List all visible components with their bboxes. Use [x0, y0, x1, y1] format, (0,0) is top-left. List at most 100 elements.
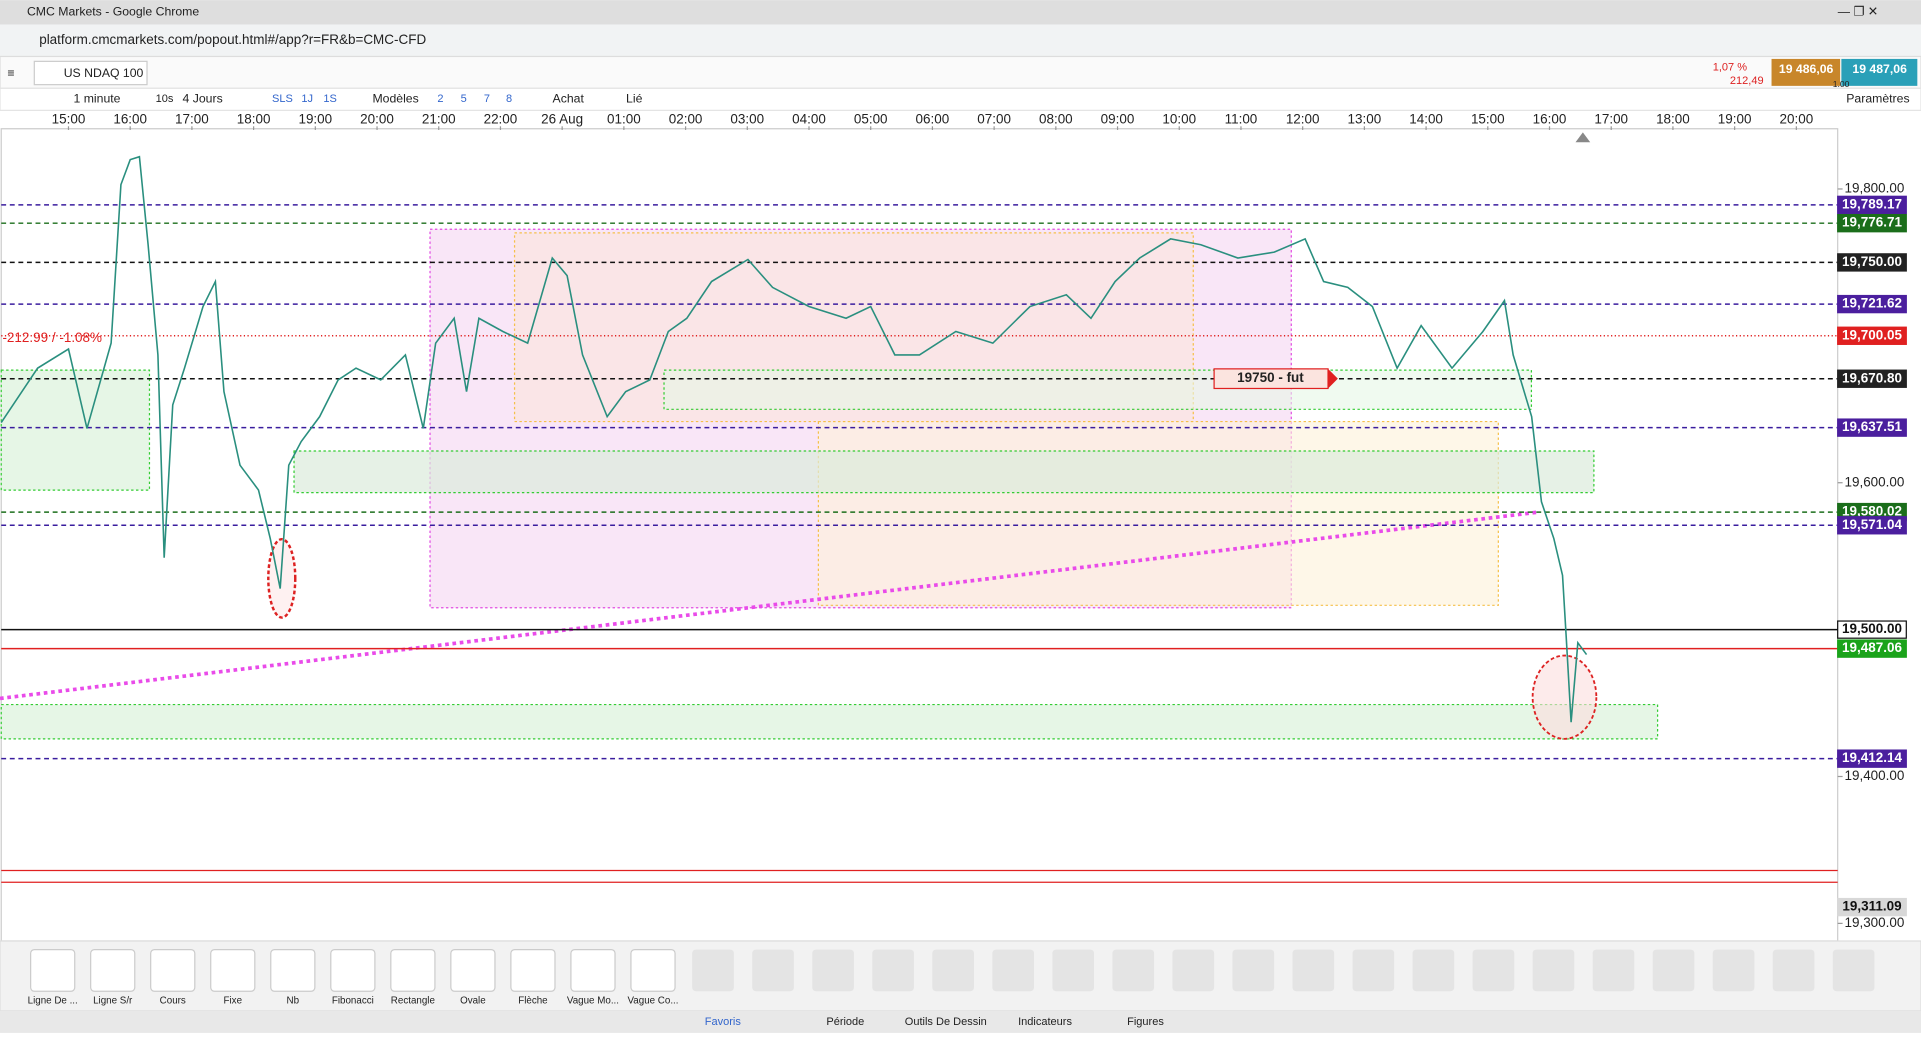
level-label: 19,750.00 [1842, 254, 1902, 269]
change: 212,49 [1730, 75, 1764, 87]
zone-green [0, 369, 151, 491]
empty-slot[interactable] [1172, 949, 1215, 992]
buy-button[interactable] [1841, 58, 1918, 86]
buy-price: 19 487,06 [1852, 62, 1907, 76]
empty-slot[interactable] [1832, 949, 1875, 992]
empty-slot[interactable] [1772, 949, 1815, 992]
models[interactable]: Modèles [372, 92, 418, 106]
overlay: -212.99 / -1.08% 19750 - fut 19,789.1719… [2, 132, 1907, 917]
y-tick-label: 19,300.00 [1844, 915, 1904, 930]
x-tick-label: 08:00 [1039, 112, 1073, 127]
x-tick-label: 26 Aug [541, 112, 583, 127]
x-tick-label: 02:00 [669, 112, 703, 127]
tool-label: Ovale [460, 996, 486, 1007]
empty-slot[interactable] [1412, 949, 1455, 992]
tool-button[interactable] [630, 948, 676, 992]
zone-green [663, 369, 1533, 410]
level-label: 19,700.05 [1842, 327, 1902, 342]
tool-button[interactable] [450, 948, 496, 992]
empty-slot[interactable] [1232, 949, 1275, 992]
interval-10s[interactable]: 10s [156, 93, 174, 105]
x-tick-label: 09:00 [1101, 112, 1135, 127]
tool-label: Ligne De ... [28, 996, 78, 1007]
buy-mode[interactable]: Achat [553, 92, 585, 106]
empty-slot[interactable] [1112, 949, 1155, 992]
empty-slot[interactable] [1292, 949, 1335, 992]
tab-bar [0, 1010, 1921, 1033]
empty-slot[interactable] [1592, 949, 1635, 992]
level-label: 19,580.02 [1842, 504, 1902, 519]
x-tick-label: 20:00 [360, 112, 394, 127]
tool-button[interactable] [30, 948, 76, 992]
x-tick-label: 07:00 [977, 112, 1011, 127]
empty-slot[interactable] [1712, 949, 1755, 992]
empty-slot[interactable] [1052, 949, 1095, 992]
tab[interactable]: Favoris [705, 1016, 742, 1028]
price-line [0, 155, 1588, 723]
tool-button[interactable] [330, 948, 376, 992]
level-box [1837, 516, 1907, 535]
url[interactable]: platform.cmcmarkets.com/popout.html#/app… [39, 32, 426, 47]
tab[interactable]: Outils De Dessin [905, 1016, 987, 1028]
empty-slot[interactable] [1472, 949, 1515, 992]
empty-slot[interactable] [872, 949, 914, 992]
n2[interactable]: 2 [437, 93, 443, 105]
scroll-marker[interactable] [1575, 132, 1591, 143]
tool-button[interactable] [270, 948, 316, 992]
instrument-tab[interactable] [33, 60, 148, 86]
tool-label: Rectangle [391, 996, 436, 1007]
instrument-bar [0, 55, 1921, 89]
x-tick-label: 12:00 [1286, 112, 1320, 127]
empty-slot[interactable] [752, 949, 794, 992]
x-tick-label: 13:00 [1348, 112, 1382, 127]
empty-slot[interactable] [692, 949, 734, 992]
change-pct: 1,07 % [1713, 61, 1748, 73]
tool-button[interactable] [570, 948, 616, 992]
range[interactable]: 4 Jours [183, 92, 223, 106]
x-tick-label: 20:00 [1779, 112, 1813, 127]
window-controls[interactable]: — ❐ ✕ [1838, 5, 1878, 19]
empty-slot[interactable] [812, 949, 854, 992]
note-arrow [1328, 368, 1338, 389]
empty-slot[interactable] [932, 949, 974, 992]
tool-button[interactable] [90, 948, 136, 992]
n7[interactable]: 7 [484, 93, 490, 105]
x-tick-label: 04:00 [792, 112, 826, 127]
level-box [1837, 418, 1907, 437]
tool-button[interactable] [150, 948, 196, 992]
x-tick-label: 19:00 [1718, 112, 1752, 127]
tool-label: Fibonacci [332, 996, 374, 1007]
level-box [1837, 294, 1907, 314]
tool-button[interactable] [510, 948, 556, 992]
empty-slot[interactable] [1532, 949, 1575, 992]
x-tick-label: 15:00 [52, 112, 86, 127]
tab[interactable]: Période [826, 1016, 864, 1028]
day[interactable]: 1J [301, 93, 313, 105]
n8[interactable]: 8 [506, 93, 512, 105]
tool-button[interactable] [390, 948, 436, 992]
level-label: 19,500.00 [1842, 621, 1902, 636]
tool-button[interactable] [210, 948, 256, 992]
tab[interactable]: Figures [1127, 1016, 1164, 1028]
n5[interactable]: 5 [461, 93, 467, 105]
settings[interactable]: Paramètres [1846, 92, 1909, 106]
level-label: 19,487.06 [1842, 640, 1902, 655]
empty-slot[interactable] [1352, 949, 1395, 992]
week[interactable]: 1S [323, 93, 336, 105]
tab[interactable]: Indicateurs [1018, 1016, 1072, 1028]
x-tick-label: 03:00 [730, 112, 764, 127]
linked[interactable]: Lié [626, 92, 643, 106]
empty-slot[interactable] [1652, 949, 1695, 992]
x-tick-label: 15:00 [1471, 112, 1505, 127]
x-tick-label: 17:00 [175, 112, 209, 127]
sls[interactable]: SLS [272, 93, 293, 105]
empty-slot[interactable] [992, 949, 1035, 992]
tool-label: Vague Co... [627, 996, 678, 1007]
spread: 1.00 [1833, 79, 1850, 89]
tool-label: Nb [287, 996, 300, 1007]
menu-icon[interactable]: ≡ [7, 66, 14, 80]
level-box [1837, 326, 1907, 345]
interval[interactable]: 1 minute [74, 92, 121, 106]
sell-button[interactable] [1771, 58, 1841, 86]
